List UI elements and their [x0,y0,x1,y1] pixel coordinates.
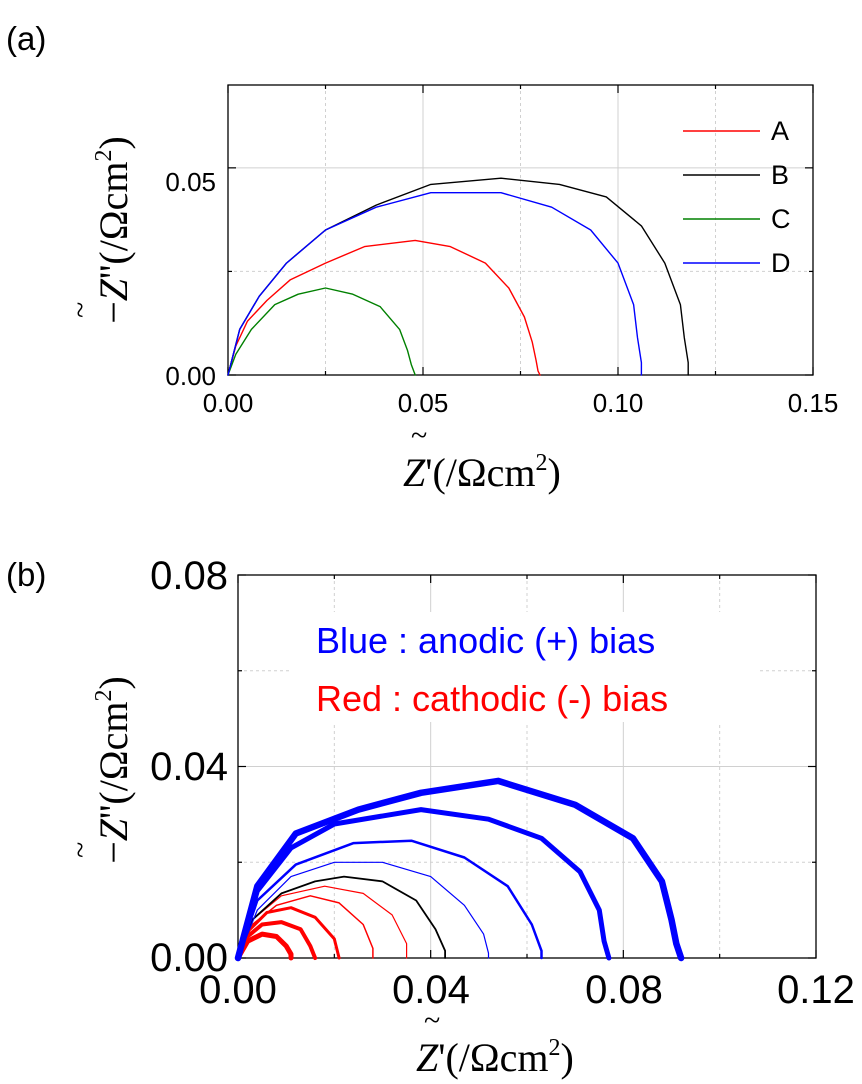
series-line-9 [235,807,612,961]
series-line-4 [237,895,374,959]
panel-a-xtick-0: 0.00 [203,388,254,418]
legend-label-a: A [771,116,789,146]
panel-a-xlabel-close: ) [548,450,561,495]
panel-b-ytick-2: 0.08 [150,554,228,598]
panel-a-series [227,177,689,376]
series-line-6 [237,875,447,959]
panel-a-ylabel-prime: '' [91,265,136,279]
panel-b-xlabel-close: ) [561,1035,574,1080]
panel-a-xlabel-exp: 2 [536,450,548,476]
svg-text:Z'(/Ωcm2): Z'(/Ωcm2) [416,1035,574,1080]
series-c-line [227,287,416,376]
panel-b-xtick-2: 0.08 [585,968,663,1012]
panel-b: (b) 0.00 0.04 0.08 0.12 0.00 0.04 0.08 B… [6,554,855,1080]
panel-b-xlabel-symbol: Z [416,1035,439,1080]
panel-a-ytick-0: 0.00 [165,361,216,391]
panel-a-ticks [227,85,814,376]
series-d-line [227,191,643,376]
panel-b-xtick-0: 0.00 [199,968,277,1012]
svg-text:Z'(/Ωcm2): Z'(/Ωcm2) [403,450,561,495]
panel-a-ylabel-tilde: ~ [64,302,97,318]
panel-b-ylabel-tilde: ~ [64,842,97,858]
series-line-7 [237,861,490,959]
panel-a-ylabel-unit: (/Ωcm [91,162,136,265]
panel-b-xtick-3: 0.12 [777,968,855,1012]
panel-b-series [234,777,685,962]
panel-b-annotation-cathodic: Red : cathodic (-) bias [316,678,668,719]
series-line-8 [236,839,543,960]
series-line-5 [237,885,408,959]
legend-label-c: C [771,204,791,234]
panel-a-xlabel-prime: ' [425,450,432,495]
panel-b-ylabel-prime: '' [91,805,136,819]
panel-a-xtick-1: 0.05 [398,388,449,418]
panel-a-ylabel-symbol: Z [91,278,136,301]
panel-b-xlabel-prime: ' [438,1035,445,1080]
panel-b-xtick-1: 0.04 [392,968,470,1012]
panel-b-annotation-anodic: Blue : anodic (+) bias [316,620,655,661]
legend-label-d: D [771,248,791,278]
panel-b-ylabel-close: ) [91,676,136,689]
series-a-line [227,239,541,376]
panel-a-xlabel: Z'(/Ωcm2) ~ [403,419,561,495]
panel-b-ticks [237,574,817,959]
panel-b-xlabel-exp: 2 [549,1035,561,1061]
panel-a-ylabel: −Z''(/Ωcm2) ~ [64,136,136,324]
panel-b-ylabel-unit: (/Ωcm [91,702,136,805]
svg-text:−Z''(/Ωcm2): −Z''(/Ωcm2) [91,136,136,324]
panel-a-xlabel-tilde: ~ [411,419,427,452]
panel-b-ylabel: −Z''(/Ωcm2) ~ [64,676,136,864]
panel-a-xtick-3: 0.15 [788,388,839,418]
panel-a-ylabel-minus: − [91,301,136,324]
panel-b-xlabel: Z'(/Ωcm2) ~ [416,1004,574,1080]
panel-a-xlabel-symbol: Z [403,450,426,495]
panel-b-xlabel-tilde: ~ [424,1004,440,1037]
panel-b-annotation-box [290,612,760,722]
panel-b-xlabel-unit: (/Ωcm [445,1035,548,1080]
panel-a-xlabel-unit: (/Ωcm [432,450,535,495]
panel-b-label: (b) [6,556,46,593]
panel-a-ylabel-close: ) [91,136,136,149]
series-line-10 [234,777,685,962]
panel-b-ytick-0: 0.00 [150,936,228,980]
panel-a-xtick-2: 0.10 [593,388,644,418]
panel-b-ylabel-symbol: Z [91,818,136,841]
panel-a-ytick-1: 0.05 [165,167,216,197]
panel-b-ytick-1: 0.04 [150,745,228,789]
panel-a-ylabel-exp: 2 [91,150,117,162]
legend-label-b: B [771,160,789,190]
panel-a-grid [228,85,813,375]
panel-a-label: (a) [6,20,46,57]
panel-b-ylabel-exp: 2 [91,690,117,702]
panel-b-ylabel-minus: − [91,841,136,864]
svg-text:−Z''(/Ωcm2): −Z''(/Ωcm2) [91,676,136,864]
